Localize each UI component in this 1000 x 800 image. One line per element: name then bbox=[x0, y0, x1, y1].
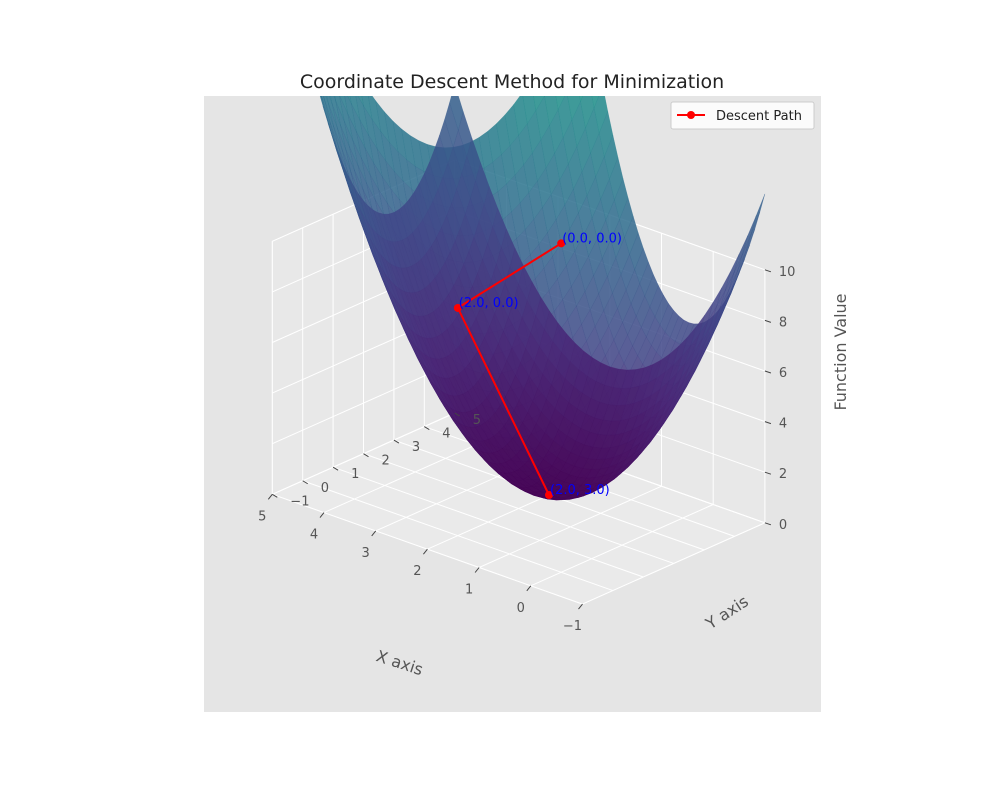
y-tick-label: 3 bbox=[412, 440, 420, 455]
descent-path-point bbox=[453, 303, 462, 312]
z-tick-label: 6 bbox=[779, 366, 787, 381]
z-tick-mark bbox=[764, 421, 772, 425]
z-tick-label: 0 bbox=[779, 518, 787, 533]
x-tick-label: −1 bbox=[563, 619, 582, 634]
x-tick-mark bbox=[474, 567, 480, 573]
descent-point-label: (2.0, 0.0) bbox=[459, 296, 519, 311]
surface-plot bbox=[319, 96, 766, 501]
y-tick-mark bbox=[393, 439, 400, 444]
x-tick-label: 4 bbox=[310, 528, 318, 543]
z-tick-mark bbox=[764, 522, 772, 526]
y-tick-mark bbox=[272, 493, 278, 498]
descent-point-label: (0.0, 0.0) bbox=[562, 231, 622, 246]
legend-entry-descent-path: Descent Path bbox=[716, 109, 802, 124]
x-tick-mark bbox=[371, 530, 377, 537]
z-tick-label: 8 bbox=[779, 315, 787, 330]
z-tick-mark bbox=[764, 319, 772, 323]
x-tick-mark bbox=[423, 548, 428, 555]
descent-point-label: (2.0, 3.0) bbox=[550, 483, 610, 498]
y-tick-mark bbox=[302, 480, 308, 485]
y-tick-mark bbox=[424, 426, 430, 430]
surface-facet bbox=[751, 193, 766, 234]
legend: Descent Path bbox=[670, 101, 815, 130]
y-tick-label: 0 bbox=[321, 481, 329, 496]
x-tick-label: 5 bbox=[258, 509, 266, 524]
x-tick-mark bbox=[578, 603, 583, 610]
x-tick-label: 0 bbox=[517, 601, 525, 616]
grid-line-y bbox=[363, 453, 674, 564]
z-tick-mark bbox=[764, 269, 772, 273]
z-tick-mark bbox=[764, 370, 772, 374]
x-tick-label: 2 bbox=[413, 564, 421, 579]
x-tick-label: 1 bbox=[465, 583, 473, 598]
y-tick-label: 4 bbox=[442, 427, 450, 442]
y-tick-label: 5 bbox=[473, 413, 481, 428]
z-tick-label: 4 bbox=[779, 417, 787, 432]
y-tick-mark bbox=[332, 466, 339, 471]
x-tick-mark bbox=[319, 512, 325, 518]
grid-line-y bbox=[302, 480, 614, 592]
legend-box bbox=[670, 101, 815, 130]
chart-title: Coordinate Descent Method for Minimizati… bbox=[300, 71, 724, 93]
x-tick-mark bbox=[526, 585, 532, 592]
y-tick-mark bbox=[454, 412, 460, 417]
legend-marker-icon bbox=[687, 111, 695, 119]
z-tick-label: 10 bbox=[779, 265, 796, 280]
y-tick-label: −1 bbox=[290, 494, 309, 509]
descent-path-point bbox=[545, 491, 553, 499]
y-tick-label: 1 bbox=[351, 467, 359, 482]
axis-ticks: −1 0 1 2 3 4 5 −1 0 1 2 3 4 5 0 2 4 6 8 10 bbox=[258, 265, 795, 634]
y-tick-mark bbox=[363, 453, 369, 458]
descent-path-point bbox=[557, 239, 566, 248]
x-tick-label: 3 bbox=[362, 546, 370, 561]
z-tick-label: 2 bbox=[779, 467, 787, 482]
x-tick-mark bbox=[267, 493, 273, 500]
grid-line-y bbox=[332, 466, 644, 578]
descent-path: (0.0, 0.0) (2.0, 0.0) (2.0, 3.0) bbox=[453, 231, 622, 499]
z-tick-mark bbox=[764, 471, 772, 475]
y-tick-label: 2 bbox=[382, 454, 390, 469]
grid-line-z bbox=[272, 361, 455, 445]
z-axis-label: Function Value bbox=[831, 293, 850, 410]
